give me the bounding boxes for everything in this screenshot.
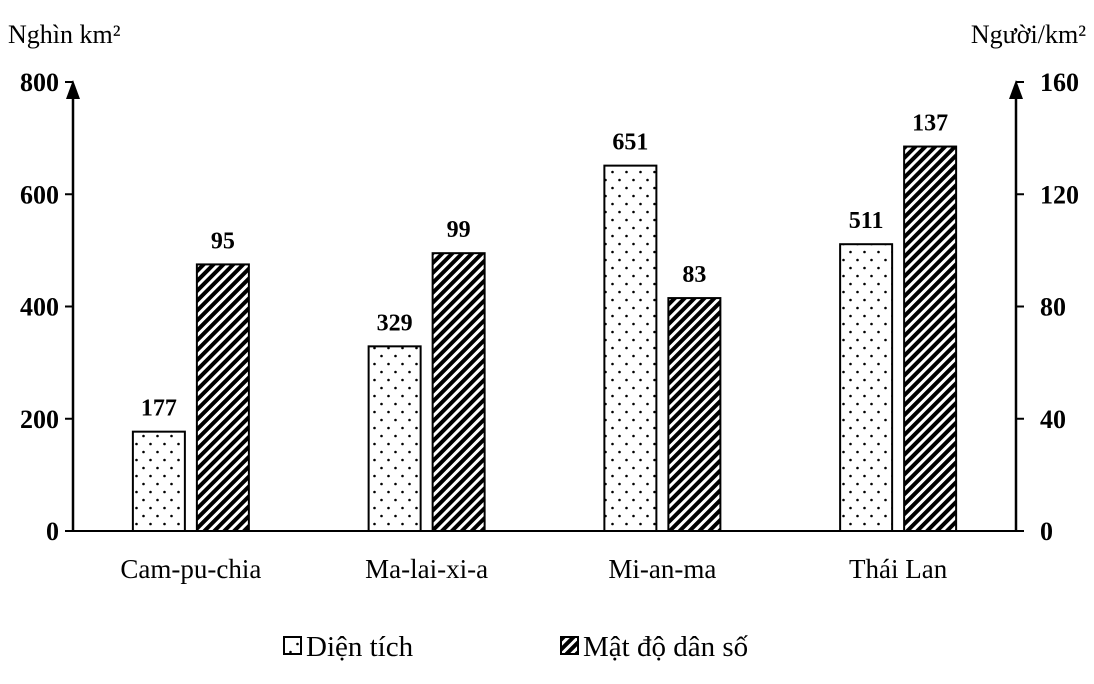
category-labels: Cam-pu-chia Ma-lai-xi-a Mi-an-ma Thái Lan xyxy=(120,554,947,584)
data-label: 651 xyxy=(612,130,648,156)
category-label: Ma-lai-xi-a xyxy=(365,554,488,584)
bar-dien-tich-th-i-lan xyxy=(839,243,894,532)
legend-item-mat-do: Mật độ dân số xyxy=(560,631,749,663)
right-axis-unit: Người/km² xyxy=(971,20,1086,49)
category-label: Mi-an-ma xyxy=(608,554,716,584)
legend: Diện tích Mật độ dân số xyxy=(283,631,749,663)
data-label: 177 xyxy=(141,396,177,422)
left-tick-label: 800 xyxy=(20,68,59,97)
bar-dien-tich-mi-an-ma xyxy=(603,164,658,532)
legend-swatch-dots xyxy=(283,636,302,655)
left-axis-arrow xyxy=(66,80,80,99)
bar-mat-do-ma-lai-xi-a xyxy=(431,252,486,532)
data-label: 137 xyxy=(912,111,948,137)
bars-group: 177 95 329 99 651 83 511 137 xyxy=(131,111,958,532)
right-tick-label: 120 xyxy=(1040,180,1079,209)
legend-swatch-hatch xyxy=(560,636,579,655)
bar-mat-do-mi-an-ma xyxy=(667,297,722,532)
data-label: 83 xyxy=(682,262,706,288)
left-tick-label: 400 xyxy=(20,293,59,322)
right-tick-label: 40 xyxy=(1040,405,1066,434)
legend-item-dien-tich: Diện tích xyxy=(283,631,414,663)
data-label: 95 xyxy=(211,228,235,254)
data-label: 99 xyxy=(447,217,471,243)
right-tick-label: 0 xyxy=(1040,517,1053,546)
right-tick-label: 160 xyxy=(1040,68,1079,97)
category-label: Thái Lan xyxy=(849,554,948,584)
left-axis-unit: Nghìn km² xyxy=(8,20,121,49)
right-tick-label: 80 xyxy=(1040,293,1066,322)
left-tick-label: 200 xyxy=(20,405,59,434)
left-tick-label: 600 xyxy=(20,180,59,209)
left-axis-ticks: 0 200 400 600 800 xyxy=(20,68,73,546)
right-axis-ticks: 0 40 80 120 160 xyxy=(1016,68,1079,546)
bar-dien-tich-ma-lai-xi-a xyxy=(367,345,422,532)
data-label: 511 xyxy=(849,208,884,234)
legend-label-mat-do: Mật độ dân số xyxy=(583,631,749,663)
bar-mat-do-cam-pu-chia xyxy=(195,263,250,532)
legend-label-dien-tich: Diện tích xyxy=(306,631,414,663)
left-tick-label: 0 xyxy=(46,517,59,546)
bar-mat-do-th-i-lan xyxy=(903,145,958,532)
bar-dien-tich-cam-pu-chia xyxy=(131,430,186,532)
right-axis-arrow xyxy=(1009,80,1023,99)
data-label: 329 xyxy=(377,310,413,336)
category-label: Cam-pu-chia xyxy=(120,554,261,584)
